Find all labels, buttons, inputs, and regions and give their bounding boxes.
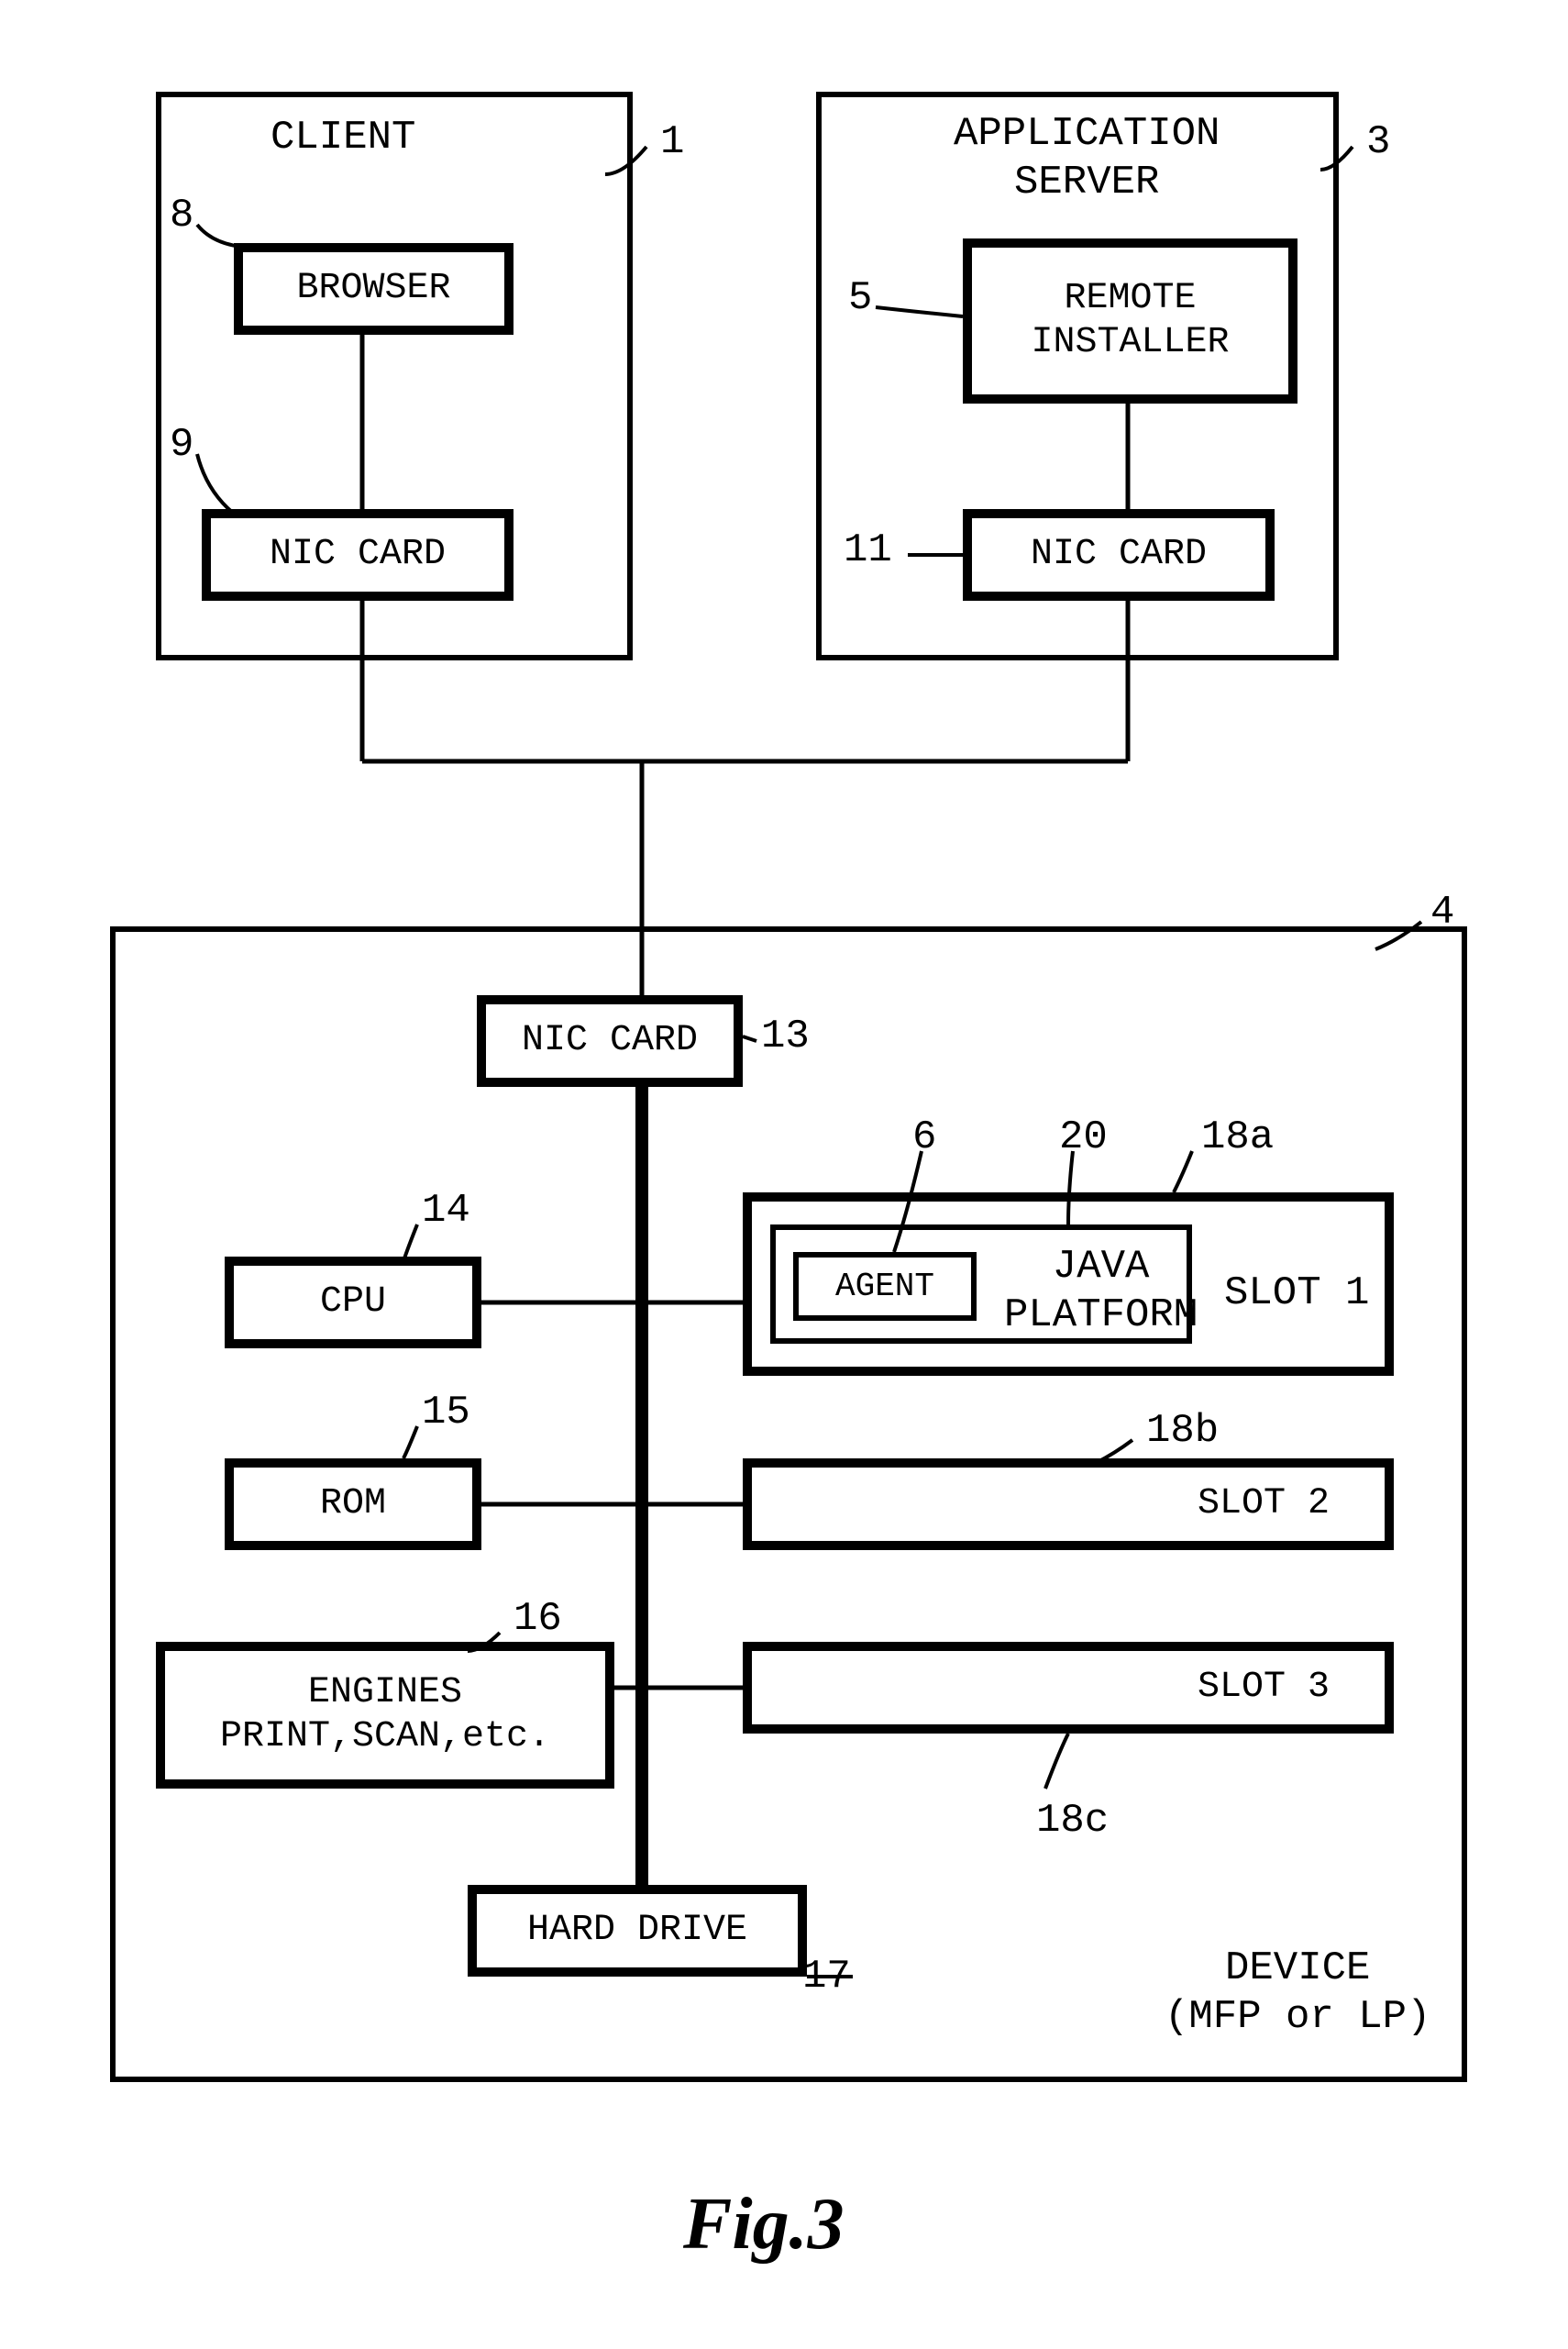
- slot2-box: SLOT 2: [743, 1458, 1394, 1550]
- device-label: DEVICE (MFP or LP): [1165, 1945, 1430, 2042]
- remote-installer-box: REMOTE INSTALLER: [963, 238, 1297, 404]
- rom-ref: 15: [422, 1390, 470, 1435]
- engines-box: ENGINES PRINT,SCAN,etc.: [156, 1642, 614, 1789]
- device-nic-label: NIC CARD: [522, 1019, 698, 1063]
- rom-box: ROM: [225, 1458, 481, 1550]
- slot2-label: SLOT 2: [1198, 1482, 1330, 1526]
- slot3-ref: 18c: [1036, 1798, 1109, 1844]
- browser-ref: 8: [170, 193, 193, 238]
- remote-ref: 5: [848, 275, 872, 321]
- agent-ref: 6: [912, 1114, 936, 1160]
- client-title: CLIENT: [271, 115, 415, 161]
- device-nic-ref: 13: [761, 1014, 810, 1059]
- java-ref: 20: [1059, 1114, 1108, 1160]
- rom-label: ROM: [320, 1482, 386, 1526]
- cpu-ref: 14: [422, 1188, 470, 1234]
- server-nic-label: NIC CARD: [1031, 533, 1207, 577]
- slot2-ref: 18b: [1146, 1408, 1219, 1454]
- slot1-label: SLOT 1: [1224, 1270, 1369, 1316]
- browser-box: BROWSER: [234, 243, 513, 335]
- client-nic-ref: 9: [170, 422, 193, 468]
- client-nic-label: NIC CARD: [270, 533, 446, 577]
- engines-ref: 16: [513, 1596, 562, 1642]
- slot3-box: SLOT 3: [743, 1642, 1394, 1734]
- agent-box: AGENT: [793, 1252, 977, 1321]
- device-nic-box: NIC CARD: [477, 995, 743, 1087]
- server-ref: 3: [1366, 119, 1390, 165]
- device-ref: 4: [1430, 890, 1454, 936]
- slot1-ref: 18a: [1201, 1114, 1274, 1160]
- browser-label: BROWSER: [296, 267, 450, 311]
- server-nic-box: NIC CARD: [963, 509, 1275, 601]
- cpu-label: CPU: [320, 1280, 386, 1324]
- server-nic-ref: 11: [844, 527, 892, 573]
- agent-label: AGENT: [835, 1267, 934, 1306]
- remote-text: REMOTE INSTALLER: [1031, 277, 1229, 365]
- figure-caption: Fig.3: [683, 2183, 845, 2266]
- hdd-box: HARD DRIVE: [468, 1885, 807, 1977]
- hdd-label: HARD DRIVE: [527, 1909, 747, 1953]
- hdd-ref: 17: [802, 1954, 851, 2000]
- client-ref: 1: [660, 119, 684, 165]
- client-nic-box: NIC CARD: [202, 509, 513, 601]
- java-text: JAVA PLATFORM: [1004, 1243, 1198, 1340]
- slot3-label: SLOT 3: [1198, 1666, 1330, 1710]
- engines-text: ENGINES PRINT,SCAN,etc.: [220, 1671, 550, 1759]
- server-title: APPLICATION SERVER: [954, 110, 1220, 207]
- cpu-box: CPU: [225, 1257, 481, 1348]
